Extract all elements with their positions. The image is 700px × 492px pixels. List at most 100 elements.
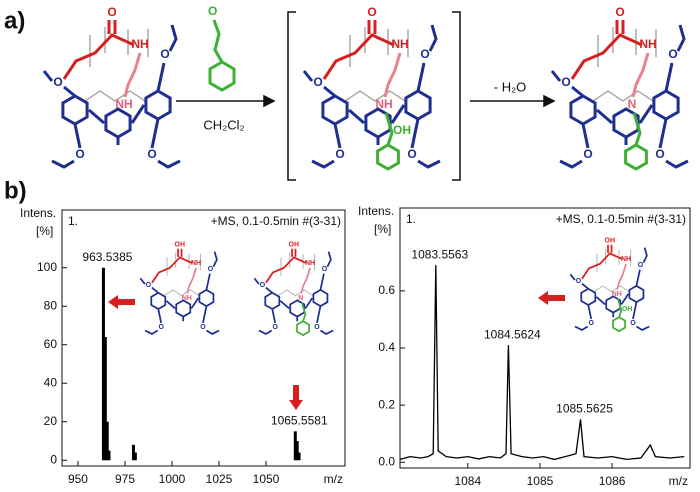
atom-label: O (655, 147, 664, 161)
bond (300, 267, 311, 294)
atom-label: NH (621, 256, 631, 263)
atom-label: O (314, 324, 320, 331)
bond (631, 52, 650, 98)
atom-label: O (322, 266, 328, 273)
atom-label: NH (375, 97, 392, 111)
atom-label: O (668, 47, 677, 61)
bond (612, 298, 626, 333)
atom-label: O (407, 147, 416, 161)
molecule: OH NH O O O O NH (139, 241, 220, 335)
y-axis-unit: [%] (374, 222, 391, 236)
peak-label: 1065.5581 (271, 414, 328, 428)
bond (569, 247, 650, 331)
atom-label: O (75, 147, 84, 161)
aldehyde (208, 19, 236, 92)
bond (322, 20, 395, 80)
y-tick-label: 20 (44, 414, 58, 428)
atom-label: O (583, 147, 592, 161)
arrow (176, 94, 556, 108)
atom-label: O (158, 324, 164, 331)
peak-label: 963.5385 (82, 250, 132, 264)
x-tick-label: 1050 (253, 472, 280, 486)
atom-label: O (260, 282, 266, 289)
bond (186, 267, 197, 294)
bond (42, 24, 181, 169)
plot-frame (61, 209, 346, 467)
atom-label: O (638, 262, 644, 269)
bond (151, 248, 193, 284)
atom-label: O (107, 5, 116, 19)
atom-label: OH (289, 241, 299, 248)
x-axis-label: m/z (669, 474, 688, 488)
y-axis-label: Intens. (358, 204, 394, 218)
atom-label: O (53, 75, 62, 89)
bond (550, 24, 689, 169)
atom-label: O (561, 75, 570, 89)
atom-label: NH (391, 37, 408, 51)
atom-label: OH (605, 237, 615, 244)
header: 1. (406, 212, 416, 226)
bond (616, 263, 627, 290)
atom-label: O (272, 324, 278, 331)
x-tick-label: 1085 (527, 474, 554, 488)
atom-label: O (208, 4, 217, 18)
atom-label: O (576, 278, 582, 285)
atom-label: N (298, 295, 303, 302)
x-axis-label: m/z (324, 472, 343, 486)
bracket (287, 11, 461, 181)
atom-label: NH (639, 37, 656, 51)
x-tick-label: 950 (68, 472, 88, 486)
peak-label: 1083.5563 (411, 247, 468, 261)
x-tick-label: 1084 (454, 474, 481, 488)
atom-label: O (588, 320, 594, 327)
atom-label: O (146, 282, 152, 289)
bond (296, 302, 310, 337)
y-tick-label: 100 (37, 260, 57, 274)
y-tick-label: 80 (44, 298, 58, 312)
x-tick-label: 1086 (599, 474, 626, 488)
y-tick-label: 0.4 (378, 340, 395, 354)
atom-label: NH (115, 97, 132, 111)
subtitle: +MS, 0.1-0.5min #(3-31) (211, 214, 341, 228)
plot-frame (399, 207, 691, 469)
atom-label: O (367, 5, 376, 19)
molecule: OH NH O O O O N (253, 241, 334, 337)
y-tick-label: 0.0 (378, 454, 395, 468)
atom-label: OH (393, 123, 411, 137)
y-tick-label: 0 (50, 452, 57, 466)
bond (376, 112, 400, 171)
bond (62, 20, 135, 80)
y-axis-label: Intens. (20, 206, 56, 220)
atom-label: OH (622, 306, 632, 313)
panel-label: b) (4, 177, 27, 204)
y-tick-label: 60 (44, 337, 58, 351)
atom-label: O (160, 47, 169, 61)
arrow (108, 291, 565, 410)
atom-label: O (200, 324, 206, 331)
atom-label: O (630, 320, 636, 327)
molecule: OH NH O O O O NH OH (569, 237, 650, 333)
atom-label: N (628, 97, 637, 111)
bond (139, 251, 220, 335)
atom-label: O (208, 266, 214, 273)
header: 1. (68, 214, 78, 228)
bond (302, 24, 441, 169)
atom-label: O (420, 47, 429, 61)
bond (123, 52, 142, 98)
atom-label: O (147, 147, 156, 161)
peak-label: 1085.5625 (556, 402, 613, 416)
y-axis-unit: [%] (36, 224, 53, 238)
atom-label: OH (175, 241, 185, 248)
atom-label: O (313, 75, 322, 89)
condition: - H₂O (494, 79, 527, 94)
y-tick-label: 0.2 (378, 397, 395, 411)
peak-label: 1084.5624 (484, 327, 541, 341)
bond (265, 248, 307, 284)
atom-label: NH (182, 295, 192, 302)
x-tick-label: 1025 (206, 472, 233, 486)
subtitle: +MS, 0.1-0.5min #(3-31) (556, 212, 686, 226)
y-tick-label: 0.6 (378, 283, 395, 297)
bond (570, 20, 643, 80)
spectrum-trace (399, 265, 685, 461)
